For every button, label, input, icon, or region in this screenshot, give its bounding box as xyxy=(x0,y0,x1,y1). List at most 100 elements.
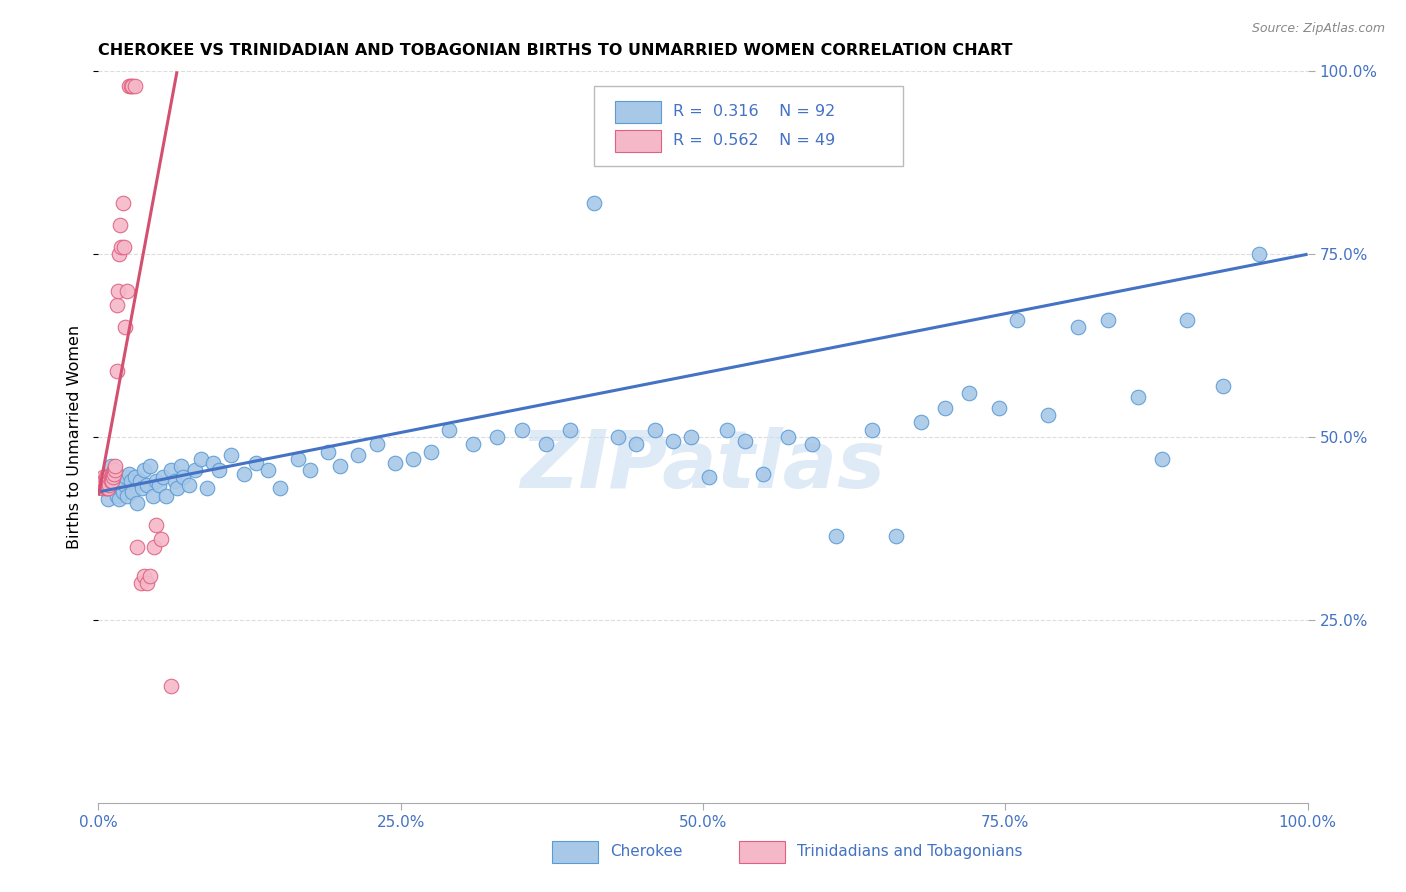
Point xyxy=(118,78,141,93)
Point xyxy=(886,529,908,543)
Point xyxy=(166,481,188,495)
Point xyxy=(131,481,153,495)
Point xyxy=(825,529,848,543)
Point xyxy=(347,448,370,462)
Point xyxy=(800,437,823,451)
FancyBboxPatch shape xyxy=(595,86,903,167)
Point xyxy=(534,437,557,451)
Point xyxy=(1212,379,1234,393)
Point xyxy=(104,463,127,477)
Point xyxy=(100,470,122,484)
Point xyxy=(97,481,120,495)
Point xyxy=(163,474,186,488)
Point xyxy=(463,437,485,451)
Point xyxy=(988,401,1011,415)
Text: ZIPatlas: ZIPatlas xyxy=(520,427,886,506)
Point xyxy=(120,78,142,93)
Point xyxy=(117,489,139,503)
Point xyxy=(105,474,128,488)
Point xyxy=(118,467,141,481)
Point xyxy=(91,481,114,495)
Point xyxy=(143,540,166,554)
Point xyxy=(256,463,278,477)
Point xyxy=(957,386,980,401)
Point xyxy=(107,477,129,491)
Point xyxy=(121,78,143,93)
Point xyxy=(134,463,156,477)
Point xyxy=(111,196,134,211)
Bar xyxy=(614,101,661,122)
Point xyxy=(510,423,533,437)
Point xyxy=(91,474,114,488)
Point xyxy=(121,485,143,500)
Point xyxy=(145,517,167,532)
Text: R =  0.316    N = 92: R = 0.316 N = 92 xyxy=(672,104,835,120)
Point xyxy=(135,576,157,591)
Point xyxy=(152,470,174,484)
Text: Trinidadians and Tobagonians: Trinidadians and Tobagonians xyxy=(797,845,1022,859)
Point xyxy=(150,533,173,547)
Point xyxy=(558,423,581,437)
Point xyxy=(98,477,121,491)
Point xyxy=(860,423,883,437)
Point xyxy=(112,240,135,254)
Point xyxy=(103,463,125,477)
Point xyxy=(115,470,138,484)
Point xyxy=(96,481,118,495)
Point xyxy=(179,477,201,491)
Point xyxy=(486,430,509,444)
Point xyxy=(101,470,124,484)
Text: Cherokee: Cherokee xyxy=(610,845,682,859)
Bar xyxy=(614,130,661,152)
Text: Source: ZipAtlas.com: Source: ZipAtlas.com xyxy=(1251,22,1385,36)
Point xyxy=(139,459,162,474)
Point xyxy=(105,364,128,378)
Point xyxy=(94,470,117,484)
Point xyxy=(679,430,702,444)
Point xyxy=(127,496,149,510)
Point xyxy=(910,416,932,430)
Point xyxy=(100,474,122,488)
Point xyxy=(232,467,254,481)
Point xyxy=(111,474,134,488)
Point xyxy=(716,423,738,437)
Point xyxy=(96,470,118,484)
Point xyxy=(98,474,121,488)
Point xyxy=(752,467,775,481)
Point xyxy=(127,540,149,554)
Point xyxy=(97,492,120,507)
Point xyxy=(661,434,683,448)
Point xyxy=(583,196,606,211)
Point xyxy=(734,434,756,448)
Point xyxy=(221,448,243,462)
Point xyxy=(108,247,131,261)
Point xyxy=(626,437,648,451)
Point xyxy=(1249,247,1271,261)
Point xyxy=(1128,390,1150,404)
Bar xyxy=(551,841,598,863)
Point xyxy=(94,481,117,495)
Point xyxy=(93,481,115,495)
Point xyxy=(329,459,352,474)
Point xyxy=(299,463,322,477)
Point xyxy=(93,474,115,488)
Point xyxy=(96,477,118,491)
Y-axis label: Births to Unmarried Women: Births to Unmarried Women xyxy=(67,325,83,549)
Point xyxy=(172,470,194,484)
Point xyxy=(110,240,132,254)
Point xyxy=(366,437,388,451)
Point xyxy=(90,477,112,491)
Point xyxy=(384,456,406,470)
Point xyxy=(934,401,956,415)
Point xyxy=(1152,452,1174,467)
Point xyxy=(134,569,156,583)
Point xyxy=(1007,313,1029,327)
Point xyxy=(437,423,460,437)
Point xyxy=(97,470,120,484)
Point xyxy=(402,452,425,467)
Point xyxy=(101,477,124,491)
Point xyxy=(644,423,666,437)
Point xyxy=(607,430,630,444)
Point xyxy=(120,474,142,488)
Point xyxy=(124,78,146,93)
